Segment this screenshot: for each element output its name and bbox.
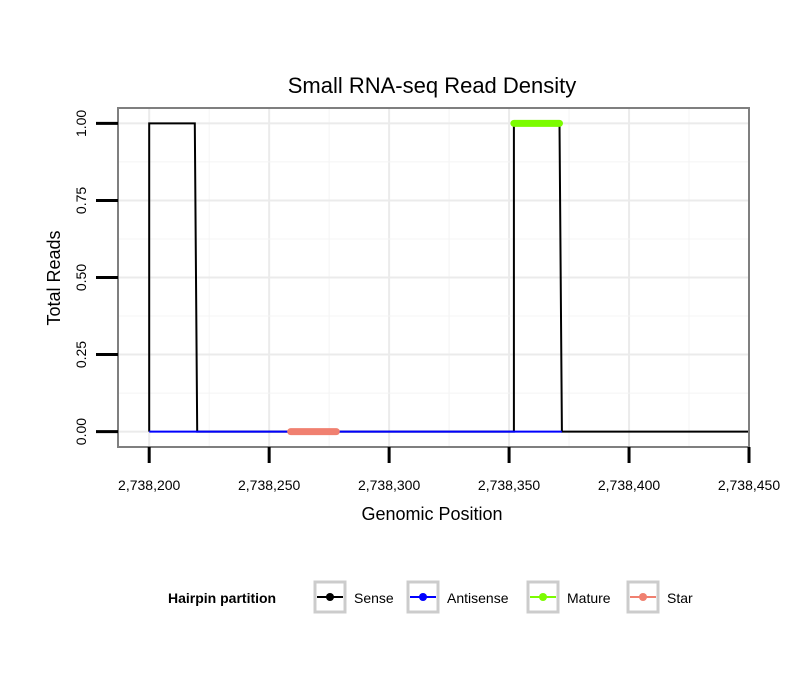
legend-item-star: Star <box>626 580 693 614</box>
y-axis-title: Total Reads <box>44 230 64 325</box>
legend-key-point <box>639 593 647 601</box>
legend-label: Antisense <box>447 590 509 606</box>
x-axis-title: Genomic Position <box>361 504 502 524</box>
legend-key-point <box>539 593 547 601</box>
legend-item-sense: Sense <box>313 580 394 614</box>
legend-key-point <box>326 593 334 601</box>
legend-key-point <box>419 593 427 601</box>
y-tick-label: 0.25 <box>73 341 89 368</box>
legend-item-mature: Mature <box>526 580 611 614</box>
legend-title: Hairpin partition <box>168 590 276 606</box>
legend-label: Star <box>667 590 693 606</box>
x-tick-label: 2,738,450 <box>718 477 780 493</box>
x-tick-label: 2,738,200 <box>118 477 180 493</box>
x-tick-label: 2,738,400 <box>598 477 660 493</box>
y-tick-label: 1.00 <box>73 110 89 137</box>
x-axis: 2,738,200 2,738,250 2,738,300 2,738,350 2,73… <box>118 447 780 493</box>
legend-label: Mature <box>567 590 611 606</box>
x-tick-label: 2,738,250 <box>238 477 300 493</box>
y-tick-label: 0.00 <box>73 418 89 445</box>
x-tick-label: 2,738,350 <box>478 477 540 493</box>
chart-title: Small RNA-seq Read Density <box>288 73 577 98</box>
series-layer <box>148 119 749 436</box>
y-tick-label: 0.50 <box>73 264 89 291</box>
legend-label: Sense <box>354 590 394 606</box>
x-tick-label: 2,738,300 <box>358 477 420 493</box>
y-tick-label: 0.75 <box>73 187 89 214</box>
legend: Hairpin partition Sense Antisense Mature St… <box>168 580 693 614</box>
y-axis: 0.00 0.25 0.50 0.75 1.00 <box>73 110 118 445</box>
legend-item-antisense: Antisense <box>406 580 509 614</box>
